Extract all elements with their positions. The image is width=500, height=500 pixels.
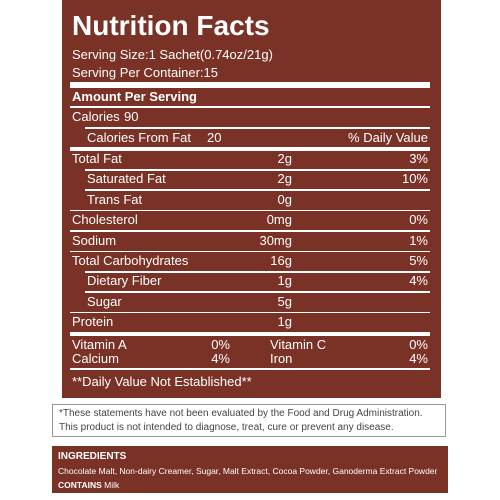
vitamin-dv: 0%: [211, 337, 230, 352]
nutrient-amount: 2g: [277, 171, 292, 187]
vitamin-name: Vitamin A: [72, 337, 127, 352]
vitamin-dv: 4%: [211, 351, 230, 366]
footnote: **Daily Value Not Established**: [72, 374, 252, 389]
nutrient-dv: 10%: [401, 171, 428, 187]
nutrient-name: Cholesterol: [72, 212, 138, 228]
ingredients-text: Chocolate Malt, Non-dairy Creamer, Sugar…: [58, 466, 438, 476]
nutrient-amount: 2g: [277, 151, 292, 166]
nutrient-dv: 1%: [409, 232, 428, 248]
rule: [70, 209, 430, 212]
disclaimer-line: *These statements have not been evaluate…: [59, 408, 423, 419]
vitamin-name: Vitamin C: [270, 337, 327, 352]
contains-label: CONTAINS: [58, 480, 102, 490]
nutrient-name: Total Carbohydrates: [72, 253, 189, 268]
vitamin-dv: 4%: [409, 351, 428, 366]
rule: [70, 230, 430, 232]
contains-value: Milk: [104, 480, 120, 490]
rule: [70, 368, 430, 370]
nutrient-name: Sodium: [72, 232, 117, 248]
rule: [70, 250, 430, 253]
rule: [85, 291, 430, 293]
servings: Serving Per Container:15: [72, 65, 218, 80]
nutrient-name: Dietary Fiber: [87, 273, 162, 289]
rule: [85, 271, 430, 273]
serving-size: Serving Size:1 Sachet(0.74oz/21g): [72, 47, 273, 62]
nutrient-amount: 1g: [277, 314, 292, 330]
ingredients-heading: INGREDIENTS: [58, 451, 127, 462]
rule: [85, 127, 430, 129]
vitamin-dv: 0%: [409, 337, 428, 352]
nutrient-amount: 0g: [277, 191, 292, 207]
calories-label: Calories: [72, 109, 120, 124]
rule: [70, 147, 430, 151]
nutrient-name: Saturated Fat: [87, 171, 166, 187]
disclaimer: *These statements have not been evaluate…: [52, 404, 446, 437]
title: Nutrition Facts: [72, 10, 270, 41]
nutrient-amount: 30mg: [259, 232, 292, 248]
nutrient-name: Total Fat: [72, 151, 122, 166]
nutrient-dv: 4%: [409, 273, 428, 289]
nutrient-amount: 1g: [277, 273, 292, 289]
nutrient-amount: 0mg: [266, 212, 292, 228]
rule: [70, 106, 430, 108]
rule: [70, 82, 430, 88]
nutrient-name: Sugar: [87, 293, 122, 309]
nutrient-amount: 5g: [277, 293, 292, 309]
calories-from-fat-value: 20: [207, 130, 222, 145]
nutrient-name: Trans Fat: [87, 191, 143, 207]
amount-per-serving: Amount Per Serving: [72, 89, 197, 104]
ingredients-box: INGREDIENTS Chocolate Malt, Non-dairy Cr…: [52, 446, 448, 493]
daily-value-header: % Daily Value: [348, 130, 428, 145]
rule: [70, 311, 430, 314]
rule: [85, 169, 430, 171]
calories-from-fat-label: Calories From Fat: [87, 130, 192, 145]
vitamin-name: Calcium: [72, 351, 119, 366]
calories-value: 90: [124, 109, 139, 124]
nutrient-dv: 0%: [409, 212, 428, 228]
nutrient-dv: 5%: [409, 253, 428, 268]
nutrient-dv: 3%: [409, 151, 428, 166]
contains: CONTAINS Milk: [58, 478, 442, 492]
nutrition-panel: [62, 0, 441, 398]
rule: [70, 332, 430, 336]
nutrient-amount: 16g: [270, 253, 292, 268]
rule: [85, 189, 430, 191]
vitamin-name: Iron: [270, 351, 293, 366]
disclaimer-line: This product is not intended to diagnose…: [59, 422, 394, 433]
nutrient-name: Protein: [72, 314, 114, 330]
